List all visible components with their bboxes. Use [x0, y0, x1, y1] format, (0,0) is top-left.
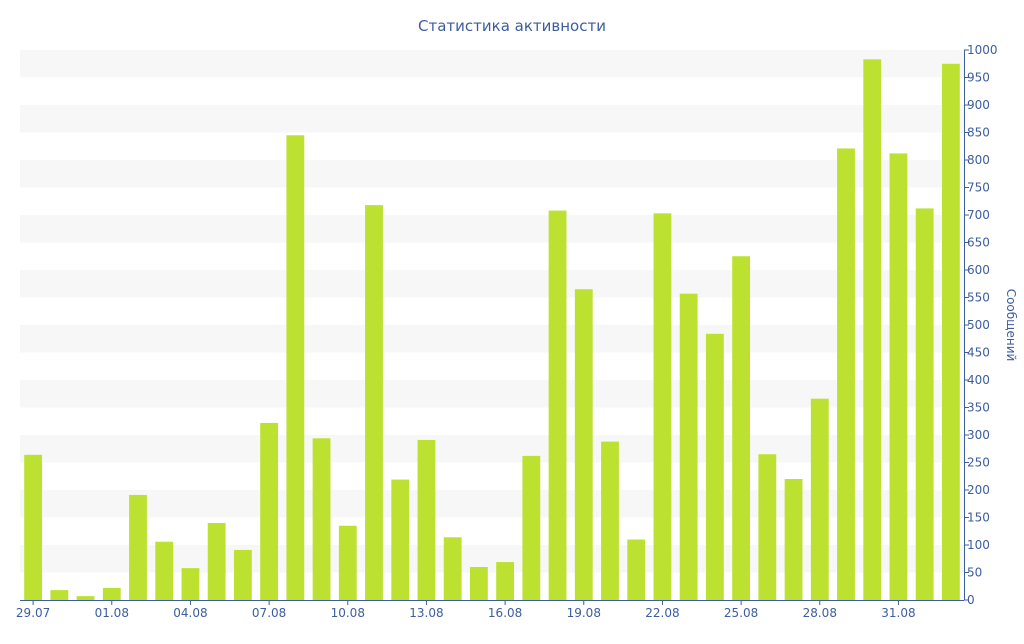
- bar-27.08: [784, 479, 803, 600]
- grid-band: [20, 325, 964, 353]
- bar-26.08: [758, 454, 777, 600]
- x-tick-label: 28.08: [803, 606, 837, 620]
- bar-16.08: [496, 562, 515, 600]
- bar-06.08: [233, 549, 252, 600]
- bar-03.08: [155, 541, 174, 600]
- bar-31.08: [889, 153, 908, 600]
- bar-29.07: [24, 454, 43, 600]
- y-tick-label: 850: [967, 126, 990, 140]
- bar-30.07: [50, 590, 69, 600]
- y-tick-label: 900: [967, 98, 990, 112]
- grid-band: [20, 490, 964, 518]
- x-tick-label: 31.08: [881, 606, 915, 620]
- y-tick-label: 750: [967, 181, 990, 195]
- x-tick-label: 07.08: [252, 606, 286, 620]
- y-tick-label: 150: [967, 511, 990, 525]
- bar-23.08: [679, 293, 698, 600]
- x-tick-label: 22.08: [645, 606, 679, 620]
- bar-04.08: [181, 568, 200, 600]
- grid-band: [20, 270, 964, 298]
- y-tick-label: 700: [967, 208, 990, 222]
- x-tick-label: 13.08: [409, 606, 443, 620]
- bar-09.08: [312, 438, 331, 600]
- bar-30.08: [863, 59, 882, 601]
- bar-10.08: [338, 525, 357, 600]
- y-tick-label: 1000: [967, 43, 998, 57]
- y-tick-label: 300: [967, 428, 990, 442]
- y-tick-label: 950: [967, 71, 990, 85]
- y-tick-label: 200: [967, 483, 990, 497]
- x-tick-label: 10.08: [331, 606, 365, 620]
- bar-25.08: [732, 256, 751, 600]
- axes: 29.07 01.08 04.08 07.08 10.08 13.08 16.08 19.08…: [16, 43, 998, 620]
- bar-19.08: [574, 289, 593, 600]
- y-tick-label: 100: [967, 538, 990, 552]
- y-tick-label: 500: [967, 318, 990, 332]
- bar-28.08: [810, 398, 829, 600]
- y-tick-label: 350: [967, 401, 990, 415]
- bars: [24, 59, 960, 601]
- x-tick-label: 04.08: [173, 606, 207, 620]
- bar-05.08: [207, 523, 226, 600]
- bar-08.08: [286, 135, 305, 600]
- y-tick-label: 400: [967, 373, 990, 387]
- x-tick-label: 19.08: [567, 606, 601, 620]
- chart-title: Статистика активности: [418, 17, 606, 35]
- bar-31.07: [76, 596, 95, 600]
- bar-20.08: [601, 441, 619, 600]
- y-tick-label: 800: [967, 153, 990, 167]
- x-tick-label: 16.08: [488, 606, 522, 620]
- y-tick-label: 0: [967, 593, 975, 607]
- bar-17.08: [522, 455, 541, 600]
- bar-24.08: [705, 333, 724, 600]
- grid-band: [20, 160, 964, 188]
- y-tick-label: 50: [967, 566, 982, 580]
- y-tick-label: 250: [967, 456, 990, 470]
- y-axis-title: Сообщений: [1004, 289, 1018, 362]
- bar-13.08: [417, 439, 436, 600]
- grid-band: [20, 545, 964, 573]
- x-tick-label: 25.08: [724, 606, 758, 620]
- bar-22.08: [653, 213, 672, 600]
- grid-bands: [20, 50, 964, 573]
- grid-band: [20, 105, 964, 133]
- bar-07.08: [260, 422, 279, 600]
- bar-01.09: [915, 208, 934, 600]
- bar-12.08: [391, 479, 410, 600]
- bar-18.08: [548, 210, 567, 600]
- bar-15.08: [469, 567, 488, 600]
- x-tick-label: 29.07: [16, 606, 50, 620]
- bar-21.08: [627, 539, 646, 600]
- y-tick-label: 650: [967, 236, 990, 250]
- bar-29.08: [837, 148, 855, 600]
- y-tick-label: 450: [967, 346, 990, 360]
- bar-14.08: [443, 537, 462, 600]
- y-tick-label: 600: [967, 263, 990, 277]
- grid-band: [20, 50, 964, 78]
- grid-band: [20, 380, 964, 408]
- grid-band: [20, 435, 964, 463]
- bar-11.08: [365, 205, 383, 600]
- y-tick-label: 550: [967, 291, 990, 305]
- grid-band: [20, 215, 964, 243]
- bar-02.09: [941, 63, 960, 600]
- bar-01.08: [102, 587, 121, 600]
- x-tick-label: 01.08: [95, 606, 129, 620]
- bar-02.08: [129, 494, 147, 600]
